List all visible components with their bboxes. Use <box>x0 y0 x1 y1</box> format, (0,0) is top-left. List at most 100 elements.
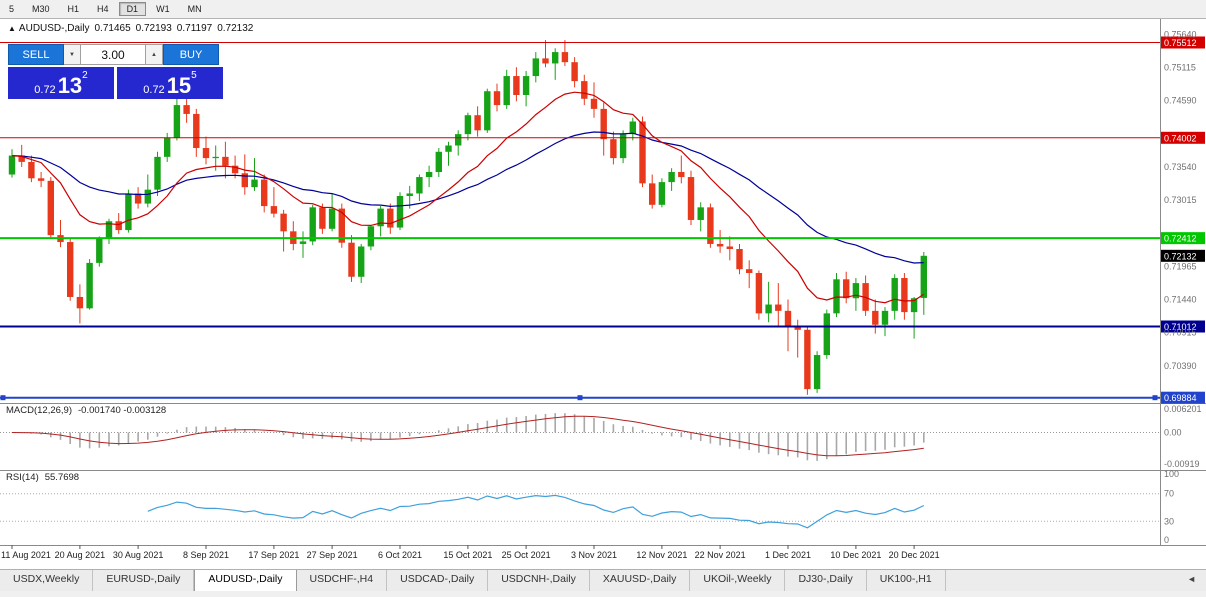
timeframe-button-w1[interactable]: W1 <box>156 4 170 14</box>
candle-up <box>522 76 530 95</box>
sell-button[interactable]: SELL <box>8 44 64 65</box>
macd-axis-label: -0.00919 <box>1164 459 1200 469</box>
macd-bar <box>709 432 712 444</box>
chevron-up-icon: ▲ <box>151 51 157 58</box>
timeframe-button-m30[interactable]: M30 <box>32 4 50 14</box>
candle-up <box>105 221 113 239</box>
macd-bar <box>273 432 275 434</box>
rsi-axis-label: 100 <box>1164 469 1179 479</box>
candle-down <box>687 177 695 220</box>
chart-tab-usdx-weekly[interactable]: USDX,Weekly <box>0 570 94 592</box>
buy-price-button[interactable]: 0.72 15 5 <box>117 67 223 99</box>
candle-up <box>299 241 307 244</box>
date-label: 30 Aug 2021 <box>113 550 164 560</box>
macd-bar <box>292 432 295 438</box>
macd-bar <box>515 417 518 433</box>
date-label: 17 Sep 2021 <box>248 550 299 560</box>
macd-bar <box>476 423 479 433</box>
candle-up <box>154 156 161 190</box>
macd-bar <box>379 432 382 440</box>
level-handle[interactable] <box>0 395 6 401</box>
rsi-line <box>147 494 925 529</box>
timeframe-button-5[interactable]: 5 <box>9 4 15 14</box>
macd-bar <box>79 432 81 448</box>
candle-up <box>406 193 413 196</box>
chart-tab-audusd-daily[interactable]: AUDUSD-,Daily <box>194 570 297 592</box>
date-label: 11 Aug 2021 <box>1 550 51 560</box>
volume-decrease-button[interactable]: ▼ <box>64 44 81 65</box>
macd-bar <box>787 432 789 457</box>
current-price-label-box <box>1161 249 1205 262</box>
macd-bar <box>302 432 304 439</box>
candle-down <box>37 178 45 181</box>
sell-price-pips: 13 <box>57 73 83 98</box>
price-axis-tick: 0.73540 <box>1164 162 1197 172</box>
chart-tab-usdcnh-daily[interactable]: USDCNH-,Daily <box>488 570 590 592</box>
candle-down <box>571 62 578 82</box>
chart-tab-ukoil-weekly[interactable]: UKOil-,Weekly <box>690 570 786 592</box>
candle-up <box>920 255 927 298</box>
candle-down <box>493 91 501 106</box>
level-label-text: 0.75512 <box>1164 38 1197 48</box>
price-axis-tick: 0.71440 <box>1164 294 1197 304</box>
chart-background <box>0 18 1206 568</box>
chart-tab-eurusd-daily[interactable]: EURUSD-,Daily <box>93 570 195 592</box>
candle-down <box>726 246 733 249</box>
timeframe-button-mn[interactable]: MN <box>187 4 202 14</box>
candle-down <box>590 98 598 109</box>
level-label-text: 0.71012 <box>1164 322 1197 332</box>
macd-bar <box>50 432 52 438</box>
candle-down <box>600 108 607 140</box>
macd-bar <box>767 432 770 455</box>
macd-bar <box>796 432 799 458</box>
timeframe-button-d1[interactable]: D1 <box>118 2 147 16</box>
macd-bar <box>525 415 527 433</box>
chart-tab-usdchf-h4[interactable]: USDCHF-,H4 <box>297 570 388 592</box>
candle-down <box>270 206 278 214</box>
macd-bar <box>253 429 256 433</box>
candle-up <box>8 155 16 175</box>
volume-input[interactable]: 3.00 <box>81 44 146 65</box>
timeframe-button-h1[interactable]: H1 <box>67 4 80 14</box>
chart-tab-dj30-daily[interactable]: DJ30-,Daily <box>785 570 867 592</box>
level-handle[interactable] <box>577 395 583 401</box>
candle-up <box>251 179 258 188</box>
chart-tab-xauusd-daily[interactable]: XAUUSD-,Daily <box>590 570 691 592</box>
macd-bar <box>593 417 595 433</box>
candle-up <box>144 189 151 204</box>
candle-up <box>891 278 898 311</box>
level-handle[interactable] <box>1152 395 1158 401</box>
macd-bar <box>564 413 566 433</box>
price-axis-tick: 0.71965 <box>1164 261 1197 271</box>
ma-fast-line <box>11 91 925 304</box>
timeframe-button-h4[interactable]: H4 <box>97 4 109 14</box>
tab-scroll-left-icon[interactable]: ◄ <box>1187 574 1196 584</box>
macd-bar <box>59 432 62 440</box>
candle-down <box>67 242 74 297</box>
candle-down <box>474 115 481 131</box>
candle-down <box>755 272 763 314</box>
chart-tab-uk100-h1[interactable]: UK100-,H1 <box>867 570 946 592</box>
level-label-box <box>1161 320 1205 333</box>
macd-bar <box>505 417 508 433</box>
candle-up <box>309 207 316 242</box>
volume-increase-button[interactable]: ▲ <box>146 44 163 65</box>
one-click-trade-panel: SELL ▼ 3.00 ▲ BUY 0.72 13 2 0.72 15 5 <box>8 44 224 99</box>
chart-tab-usdcad-daily[interactable]: USDCAD-,Daily <box>387 570 489 592</box>
macd-bar <box>535 414 537 433</box>
candle-up <box>96 238 103 263</box>
candle-up <box>464 115 472 135</box>
price-axis-tick: 0.74590 <box>1164 96 1197 106</box>
sell-price-button[interactable]: 0.72 13 2 <box>8 67 114 99</box>
macd-bar <box>341 432 343 440</box>
macd-bar <box>457 426 459 433</box>
buy-button[interactable]: BUY <box>163 44 219 65</box>
date-label: 20 Dec 2021 <box>889 550 940 560</box>
sell-price-point: 2 <box>82 70 88 81</box>
date-label: 22 Nov 2021 <box>695 550 746 560</box>
candle-down <box>746 269 753 273</box>
candle-up <box>532 58 539 77</box>
candle-up <box>125 193 132 231</box>
candle-down <box>193 113 200 149</box>
